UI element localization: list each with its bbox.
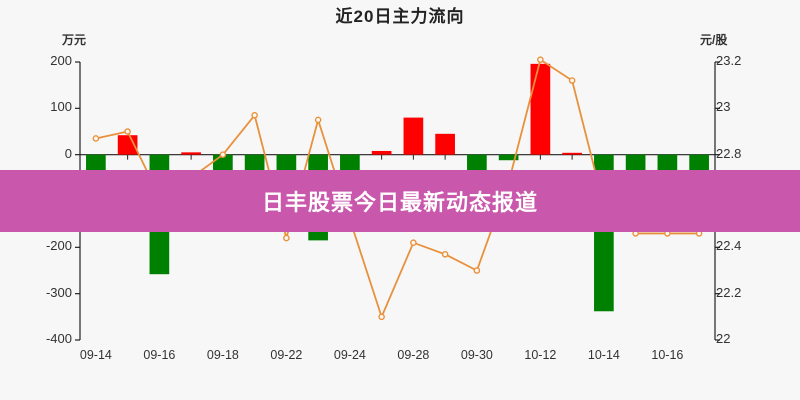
price-point <box>314 116 322 124</box>
left-tick-label: -300 <box>45 284 72 300</box>
left-axis-unit-label: 万元 <box>62 33 87 47</box>
right-tick-label: 22.2 <box>716 284 742 300</box>
right-axis-unit-label: 元/股 <box>700 33 728 47</box>
price-point <box>124 128 131 135</box>
price-point <box>441 250 449 258</box>
left-tick-label: 200 <box>50 53 72 68</box>
price-point <box>568 77 576 84</box>
x-tick-label: 10-14 <box>587 348 620 362</box>
x-tick-label: 09-22 <box>270 348 303 362</box>
x-tick-label: 09-28 <box>397 348 430 362</box>
x-tick-label: 09-24 <box>333 348 366 362</box>
price-point <box>473 267 481 274</box>
flow-bar <box>562 152 582 155</box>
x-tick-label: 10-16 <box>651 348 684 362</box>
left-tick-label: 0 <box>64 145 72 161</box>
flow-bar <box>498 154 519 161</box>
x-tick-label: 09-18 <box>206 348 239 362</box>
x-tick-label: 09-30 <box>460 348 493 362</box>
right-tick-label: 23.2 <box>716 53 742 68</box>
x-tick-label: 10-12 <box>524 348 557 362</box>
price-point <box>219 151 227 158</box>
headline-overlay-text: 日丰股票今日最新动态报道 <box>261 191 538 216</box>
price-point <box>92 135 100 142</box>
right-tick-label: 22.8 <box>716 145 742 161</box>
price-point <box>410 239 417 246</box>
flow-bar <box>403 117 424 155</box>
price-point <box>537 56 544 63</box>
left-tick-label: 100 <box>50 99 72 115</box>
price-point <box>283 234 290 242</box>
left-tick-label: -200 <box>45 238 72 254</box>
price-point <box>378 313 385 321</box>
right-tick-label: 22 <box>716 331 731 346</box>
right-tick-label: 22.4 <box>716 238 742 254</box>
flow-bar <box>371 150 392 155</box>
x-tick-label: 09-16 <box>143 348 176 362</box>
price-point <box>251 111 258 119</box>
headline-overlay-band <box>0 170 800 232</box>
flow-bar <box>435 133 455 155</box>
flow-bar <box>689 154 709 171</box>
right-tick-label: 23 <box>716 99 731 115</box>
flow-bar <box>181 152 201 155</box>
left-tick-label: -400 <box>45 331 72 346</box>
flow-bar <box>530 63 551 155</box>
x-tick-label: 09-14 <box>79 348 112 362</box>
chart-title: 近20日主力流向 <box>335 7 465 26</box>
